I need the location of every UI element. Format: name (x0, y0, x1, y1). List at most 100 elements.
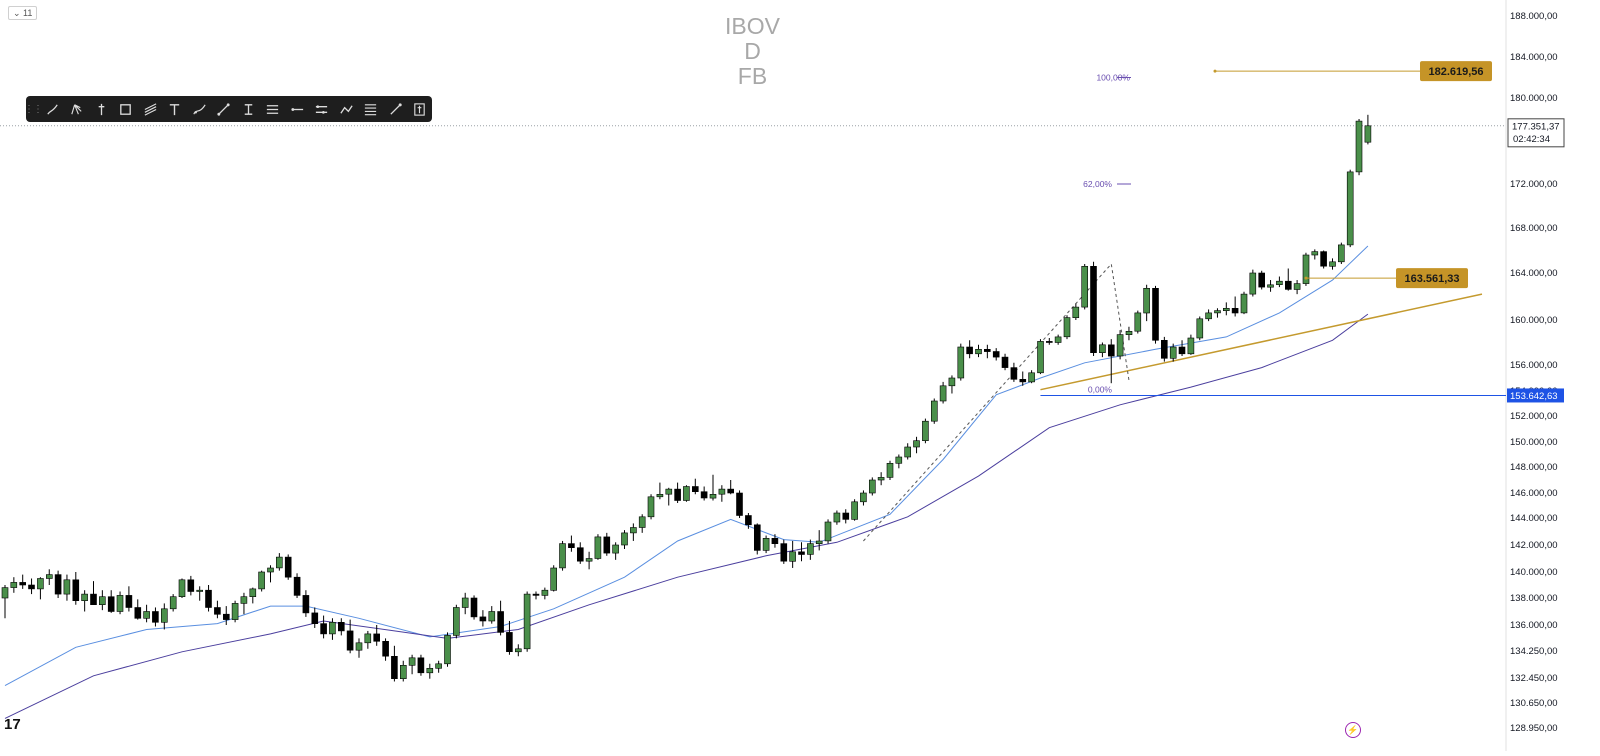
path-icon[interactable] (334, 96, 359, 122)
price-axis-tick: 136.000,00 (1510, 620, 1558, 631)
rectangle-icon[interactable] (114, 96, 139, 122)
candle (815, 530, 823, 551)
current-price-label[interactable] (1507, 118, 1565, 148)
candle (1205, 309, 1212, 322)
candle (975, 344, 982, 358)
lightning-icon[interactable]: ⚡ (1345, 722, 1361, 738)
candle (1231, 296, 1239, 317)
candle-body (391, 655, 398, 679)
candle-body (904, 446, 912, 458)
candle-body (1010, 367, 1018, 380)
candle (957, 343, 965, 381)
vertical-line-icon[interactable] (89, 96, 114, 122)
candle (1223, 302, 1230, 316)
price-axis-tick: 128.950,00 (1510, 723, 1558, 734)
candle (311, 607, 319, 628)
candle-body (152, 611, 159, 623)
candle (913, 436, 920, 454)
candle (1276, 276, 1283, 288)
target-price-text: 182.619,56 (1428, 66, 1483, 78)
candle (479, 610, 487, 627)
candle-body (1, 587, 9, 599)
candle (1196, 316, 1204, 341)
candle (930, 398, 938, 424)
candle (594, 534, 602, 560)
candle (842, 509, 850, 524)
target-anchor (1213, 69, 1217, 73)
candle-body (107, 596, 115, 612)
candle (1010, 362, 1018, 382)
candle-body (568, 543, 575, 548)
candle (1187, 334, 1195, 355)
candle-body (302, 595, 310, 614)
candle-body (1205, 312, 1212, 320)
brush-icon[interactable] (40, 96, 65, 122)
candle-body (789, 551, 796, 562)
fib-levels-icon[interactable] (359, 96, 384, 122)
interval-badge[interactable]: ⌄ 11 (8, 6, 38, 20)
price-axis-tick: 132.450,00 (1510, 673, 1558, 684)
candle-body (621, 532, 628, 546)
parallel-channel-icon[interactable] (261, 96, 286, 122)
candle-body (913, 440, 920, 448)
trend-line-icon[interactable] (212, 96, 237, 122)
candle-body (656, 493, 664, 498)
candle (54, 570, 62, 598)
target-price-label[interactable] (1420, 61, 1492, 82)
measure-icon[interactable] (383, 96, 408, 122)
price-axis-tick: 184.000,00 (1510, 52, 1558, 63)
candle (1037, 339, 1044, 375)
candle-body (231, 603, 239, 620)
candle-body (45, 574, 53, 579)
candle-body (161, 608, 168, 623)
candle (1169, 343, 1177, 362)
candle-body (630, 527, 637, 534)
trend-line[interactable] (1040, 293, 1483, 391)
candle (1178, 340, 1186, 356)
candle-body (19, 582, 27, 586)
candle-body (753, 524, 761, 551)
long-position-icon[interactable] (236, 96, 261, 122)
candle (948, 375, 956, 394)
candle (337, 618, 345, 636)
candle-body (1152, 287, 1159, 341)
horizontal-ray-icon[interactable] (285, 96, 310, 122)
tradingview-logo-text: 17 (4, 716, 21, 733)
pitchfork-icon[interactable] (65, 96, 90, 122)
tradingview-logo[interactable]: 17 (4, 716, 21, 733)
candle (709, 474, 717, 501)
candle-body (444, 635, 451, 665)
candle (10, 577, 18, 593)
candle (497, 600, 504, 636)
candle-body (488, 611, 496, 622)
candle (541, 587, 549, 600)
ray-channel-icon[interactable] (310, 96, 335, 122)
drag-grip-icon[interactable]: ⋮⋮ (24, 103, 43, 115)
candle (1152, 285, 1159, 344)
candle-body (293, 576, 301, 596)
candle (258, 570, 265, 592)
price-axis-tick: 168.000,00 (1510, 223, 1558, 234)
candle-body (736, 492, 743, 516)
candle (320, 615, 327, 639)
candle (727, 480, 735, 495)
candle (417, 654, 425, 676)
candle-body (267, 567, 274, 573)
pencil-icon[interactable] (187, 96, 212, 122)
candle-body (612, 544, 619, 554)
regression-trend-icon[interactable] (138, 96, 163, 122)
pivot-price-label[interactable] (1396, 268, 1468, 289)
support-price-label[interactable] (1507, 388, 1564, 403)
candle (223, 606, 230, 625)
candle-body (240, 596, 248, 604)
candle-body (727, 488, 735, 494)
candle-body (1223, 307, 1230, 311)
candle (391, 645, 398, 682)
chevron-down-icon: ⌄ (13, 8, 24, 18)
text-icon[interactable] (163, 96, 188, 122)
fib-level-label: 0,00% (1088, 385, 1113, 395)
candle (966, 340, 973, 359)
price-label-icon[interactable] (408, 96, 433, 122)
